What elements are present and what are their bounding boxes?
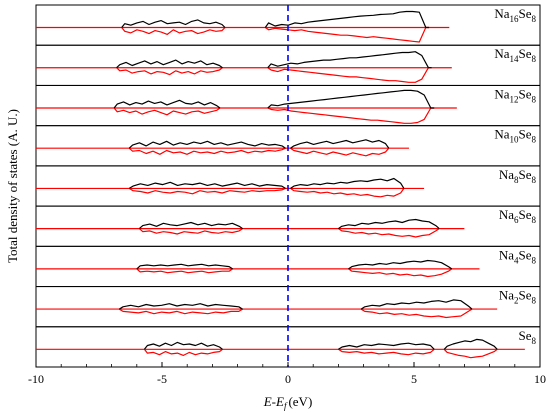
spin-down-band-0 [116,67,223,76]
spin-up-band-0 [121,19,226,28]
spin-up-band-1 [348,259,453,270]
spin-down-band-0 [118,308,243,315]
spin-down-band-0 [136,268,233,274]
spin-down-band-1 [267,107,435,124]
spin-down-band-0 [143,348,223,356]
spin-down-band-1 [338,228,440,238]
spin-up-band-0 [138,221,243,230]
spin-down-band-2 [443,348,498,359]
x-axis-title-sub: f [284,401,288,411]
spin-up-band-1 [290,177,405,189]
spin-down-band-0 [128,187,286,195]
panel-label: Se8 [519,328,537,346]
x-tick-label: 10 [534,372,546,386]
spin-up-band-1 [267,51,432,69]
x-axis-title-unit: (eV) [288,394,312,409]
spin-up-band-0 [136,263,233,270]
spin-down-band-0 [113,107,221,116]
spin-up-band-1 [290,139,390,149]
spin-up-band-0 [143,341,223,350]
spin-down-band-1 [360,308,473,319]
spin-up-band-0 [116,59,223,69]
spin-up-band-2 [443,338,498,350]
panel-label: Na16Se8 [494,6,536,24]
spin-up-band-1 [360,299,473,310]
spin-down-band-0 [128,147,286,155]
spin-up-band-1 [338,342,435,350]
panel-label: Na10Se8 [494,127,536,145]
spin-down-band-1 [338,348,435,356]
spin-down-band-0 [121,27,226,35]
panel-label: Na2Se8 [499,288,537,306]
panel-label: Na6Se8 [499,207,537,225]
x-axis-title: E-Ef (eV) [263,394,313,411]
x-axis-title-main: E-E [263,394,284,409]
panel-label: Na8Se8 [499,167,537,185]
panel-label: Na14Se8 [494,46,536,64]
x-tick-label: -10 [28,372,44,386]
spin-up-band-0 [118,303,243,310]
spin-down-band-1 [267,67,432,83]
x-axis: -10 -5 0 5 10 [28,362,546,386]
spin-down-band-1 [290,147,390,157]
spin-up-band-0 [128,140,286,149]
panel-5: Na6Se8 [35,205,541,247]
spin-down-band-1 [290,187,405,198]
spin-up-band-1 [338,218,440,230]
x-tick-label: -5 [157,372,167,386]
x-tick-label: 0 [285,372,291,386]
spin-down-band-0 [138,228,243,235]
panel-label: Na4Se8 [499,247,537,265]
x-tick-label: 5 [411,372,417,386]
spin-up-band-0 [113,99,221,109]
spin-up-band-1 [267,89,435,109]
spin-down-band-1 [348,268,453,278]
panel-label: Na12Se8 [494,86,536,104]
spin-down-band-1 [264,26,430,43]
spin-up-band-1 [264,10,430,29]
spin-up-band-0 [128,181,286,189]
y-axis-title: Total density of states (A. U.) [5,109,20,263]
